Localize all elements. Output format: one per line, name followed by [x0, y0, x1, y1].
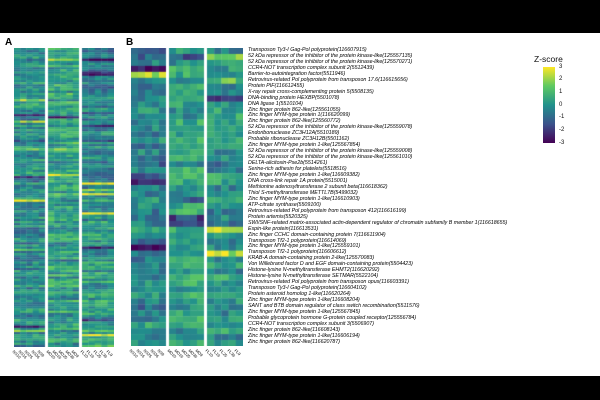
gene-label: DNA ligase 1(5510104)	[248, 100, 303, 107]
colorbar-tick: -3	[559, 139, 565, 146]
gene-label: SANT and BTB domain regulator of class s…	[248, 302, 420, 309]
gene-label: Retrovirus-related Pol polyprotein from …	[248, 279, 409, 286]
gene-label: 52 kDa repressor of the inhibitor of the…	[248, 124, 413, 131]
gene-label: 52 kDa repressor of the inhibitor of the…	[248, 58, 413, 65]
gene-label: Zinc finger MYM-type protein 1(116620099…	[248, 112, 351, 119]
gene-label: KRAB-A domain-containing protein 2-like(…	[248, 255, 375, 262]
gene-label: Barrier-to-autointegration factor(551194…	[248, 70, 346, 77]
gene-label: CCR4-NOT transcription complex subunit 3…	[248, 320, 375, 327]
gene-label: Histone-lysine N-methyltransferase EHMT2…	[248, 267, 380, 274]
colorbar-tick: -1	[559, 114, 565, 121]
colorbar-tick: 3	[559, 63, 563, 70]
gene-label: Zinc finger MYM-type protein 1-like(1255…	[248, 142, 361, 149]
colorbar-gradient	[543, 67, 555, 143]
colorbar-tick: 0	[559, 101, 563, 108]
gene-label: X-ray repair cross-complementing protein…	[248, 88, 374, 95]
gene-label: Zinc finger protein 862-like(116620787)	[248, 338, 341, 345]
panel-b-label: B	[126, 37, 134, 48]
gene-label: DNA cross-link repair 1A protein(5515001…	[248, 177, 348, 184]
gene-label: Espin-like protein(116613531)	[248, 225, 319, 232]
gene-label: Zinc finger CCHC domain-containing prote…	[248, 231, 386, 238]
gene-label: Zinc finger MYM-type protein 1-like(1166…	[248, 172, 360, 179]
gene-label: Zinc finger MYM-type protein 1-like(1166…	[248, 195, 360, 202]
colorbar-tick: -2	[559, 126, 565, 133]
gene-label: Serine-rich adhesin for platelets(551851…	[248, 166, 347, 173]
heatmap-panel-a	[14, 48, 114, 347]
gene-label: Zinc finger protein 862-like(116608143)	[248, 326, 341, 333]
gene-label: Methionine adenosyltransferase 2 subunit…	[248, 183, 388, 190]
gene-label: SWI/SNF-related matrix-associated actin-…	[248, 219, 508, 226]
gene-label: 52 kDa repressor of the inhibitor of the…	[248, 52, 413, 59]
gene-label: Zinc finger protein 862-like(125560772)	[248, 118, 341, 125]
gene-label: Transposon Ty3-I Gag-Pol polyprotein(116…	[248, 47, 367, 53]
colorbar-title: Z-score	[534, 54, 563, 64]
gene-label: Protein artemis(5520325)	[248, 213, 308, 220]
gene-label: Zinc finger MYM-type protein 1-like(1166…	[248, 297, 360, 304]
heatmap-panel-b	[131, 48, 243, 346]
panel-a-label: A	[5, 37, 13, 48]
gene-label: DELTA-alicitoxin-Pse2b(5514261)	[248, 160, 328, 167]
gene-label: Thiol S-methyltransferase METTL7B(549903…	[248, 189, 358, 196]
gene-label: Zinc finger MYM-type protein 1-like(1166…	[248, 332, 360, 339]
gene-label: Zinc finger MYM-type protein 1-like(1255…	[248, 308, 361, 315]
gene-label: ATP-citrate synthase(5509100)	[248, 201, 321, 208]
colorbar-tick: 2	[559, 76, 563, 83]
gene-label: CCR4-NOT transcription complex subunit 2…	[248, 64, 375, 71]
gene-label: Probable ribonuclease ZC3H12B(5501162)	[248, 136, 350, 143]
letterbox-top	[0, 0, 600, 33]
gene-label: DNA-binding protein HEXBP(5501078)	[248, 94, 340, 101]
gene-label: Zinc finger MYM-type protein 1-like(1255…	[248, 243, 361, 250]
gene-label: 52 kDa repressor of the inhibitor of the…	[248, 154, 413, 161]
gene-label: Transposon Tf2-1 polyprotein(116614069)	[248, 237, 347, 244]
gene-label: 52 kDa repressor of the inhibitor of the…	[248, 148, 413, 155]
letterbox-bottom	[0, 376, 600, 400]
figure-sheet: A B NS10 NS16 NS25 NS36 NS9 MD10 MD16 MD25 MD36 M…	[0, 33, 600, 376]
colorbar-tick: 1	[559, 88, 563, 95]
gene-label-list: Transposon Ty3-I Gag-Pol polyprotein(116…	[248, 47, 508, 346]
gene-label: Retrovirus-related Pol polyprotein from …	[248, 207, 407, 214]
gene-label: Protein PIF(116612455)	[248, 82, 305, 89]
gene-label: Zinc finger protein 862-like(125561055)	[248, 106, 341, 113]
gene-label: Transposon Ty3-I Gag-Pol polyprotein(116…	[248, 285, 367, 292]
gene-label: Probable glycoprotein hormone G-protein …	[248, 314, 417, 321]
gene-label: Transposon Tf2-1 polyprotein(116606612)	[248, 249, 347, 256]
gene-label: Von Willebrand factor D and EGF domain-c…	[248, 261, 413, 268]
gene-label: Retrovirus-related Pol polyprotein from …	[248, 76, 408, 83]
gene-label: Protein asteroid homolog 1-like(11662026…	[248, 291, 351, 298]
gene-label: Endoribonuclease ZC3H12A(5510189)	[248, 130, 340, 137]
gene-label: Histone-lysine N-methyltransferase SETMA…	[248, 273, 379, 280]
